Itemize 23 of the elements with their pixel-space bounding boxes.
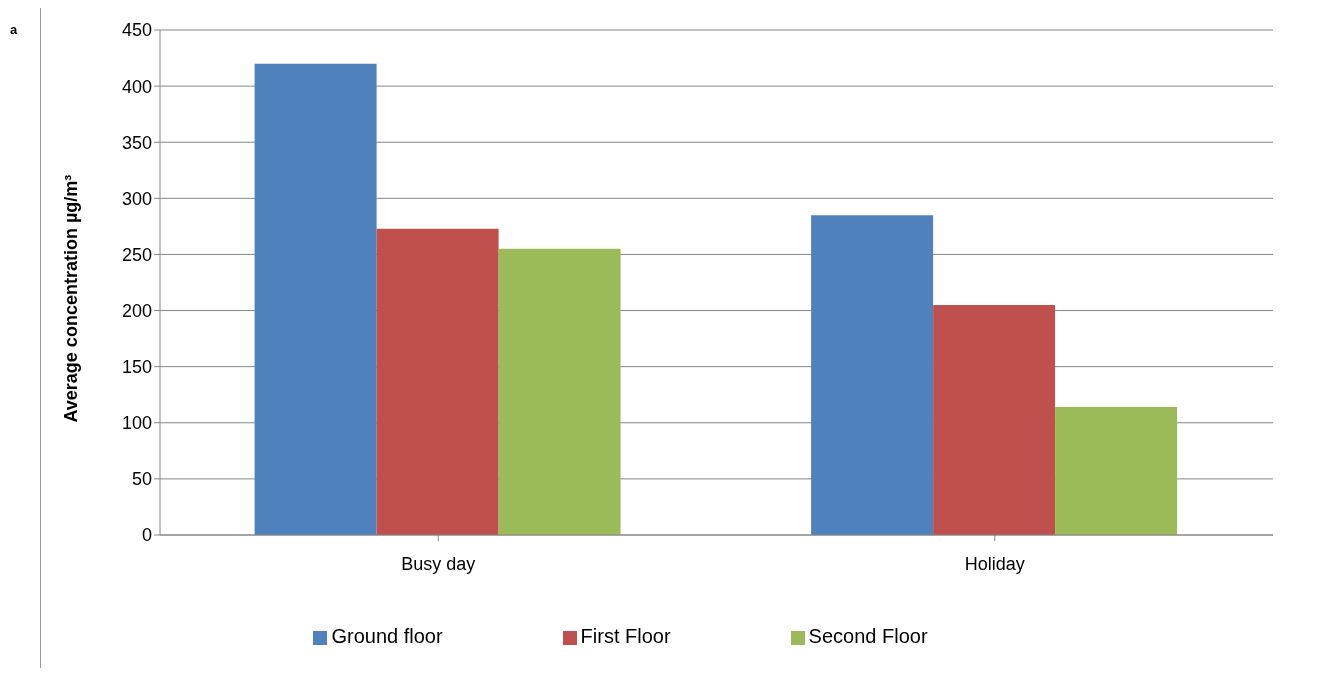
bar — [811, 215, 934, 535]
legend-label: Ground floor — [331, 625, 443, 647]
y-tick-label: 150 — [121, 357, 152, 378]
text: a — [10, 22, 18, 37]
bar — [933, 304, 1056, 535]
bar — [376, 228, 499, 535]
y-tick-label: 100 — [121, 413, 152, 434]
y-axis-title: Average concentration µg/m³ — [61, 174, 82, 423]
x-tick-label: Holiday — [964, 553, 1025, 574]
y-tick-label: 450 — [121, 20, 152, 41]
legend-label: First Floor — [580, 625, 671, 647]
bar — [1055, 407, 1178, 535]
y-tick-label: 250 — [121, 244, 152, 265]
bar — [498, 248, 621, 535]
y-tick-label: 200 — [121, 300, 152, 321]
y-tick-label: 50 — [131, 469, 152, 490]
y-tick-label: 0 — [141, 525, 152, 546]
y-tick-label: 400 — [121, 76, 152, 97]
bar — [254, 63, 377, 535]
x-tick-label: Busy day — [401, 553, 476, 574]
legend-label: Second Floor — [808, 625, 928, 647]
y-tick-label: 350 — [121, 132, 152, 153]
y-tick-label: 300 — [121, 188, 152, 209]
